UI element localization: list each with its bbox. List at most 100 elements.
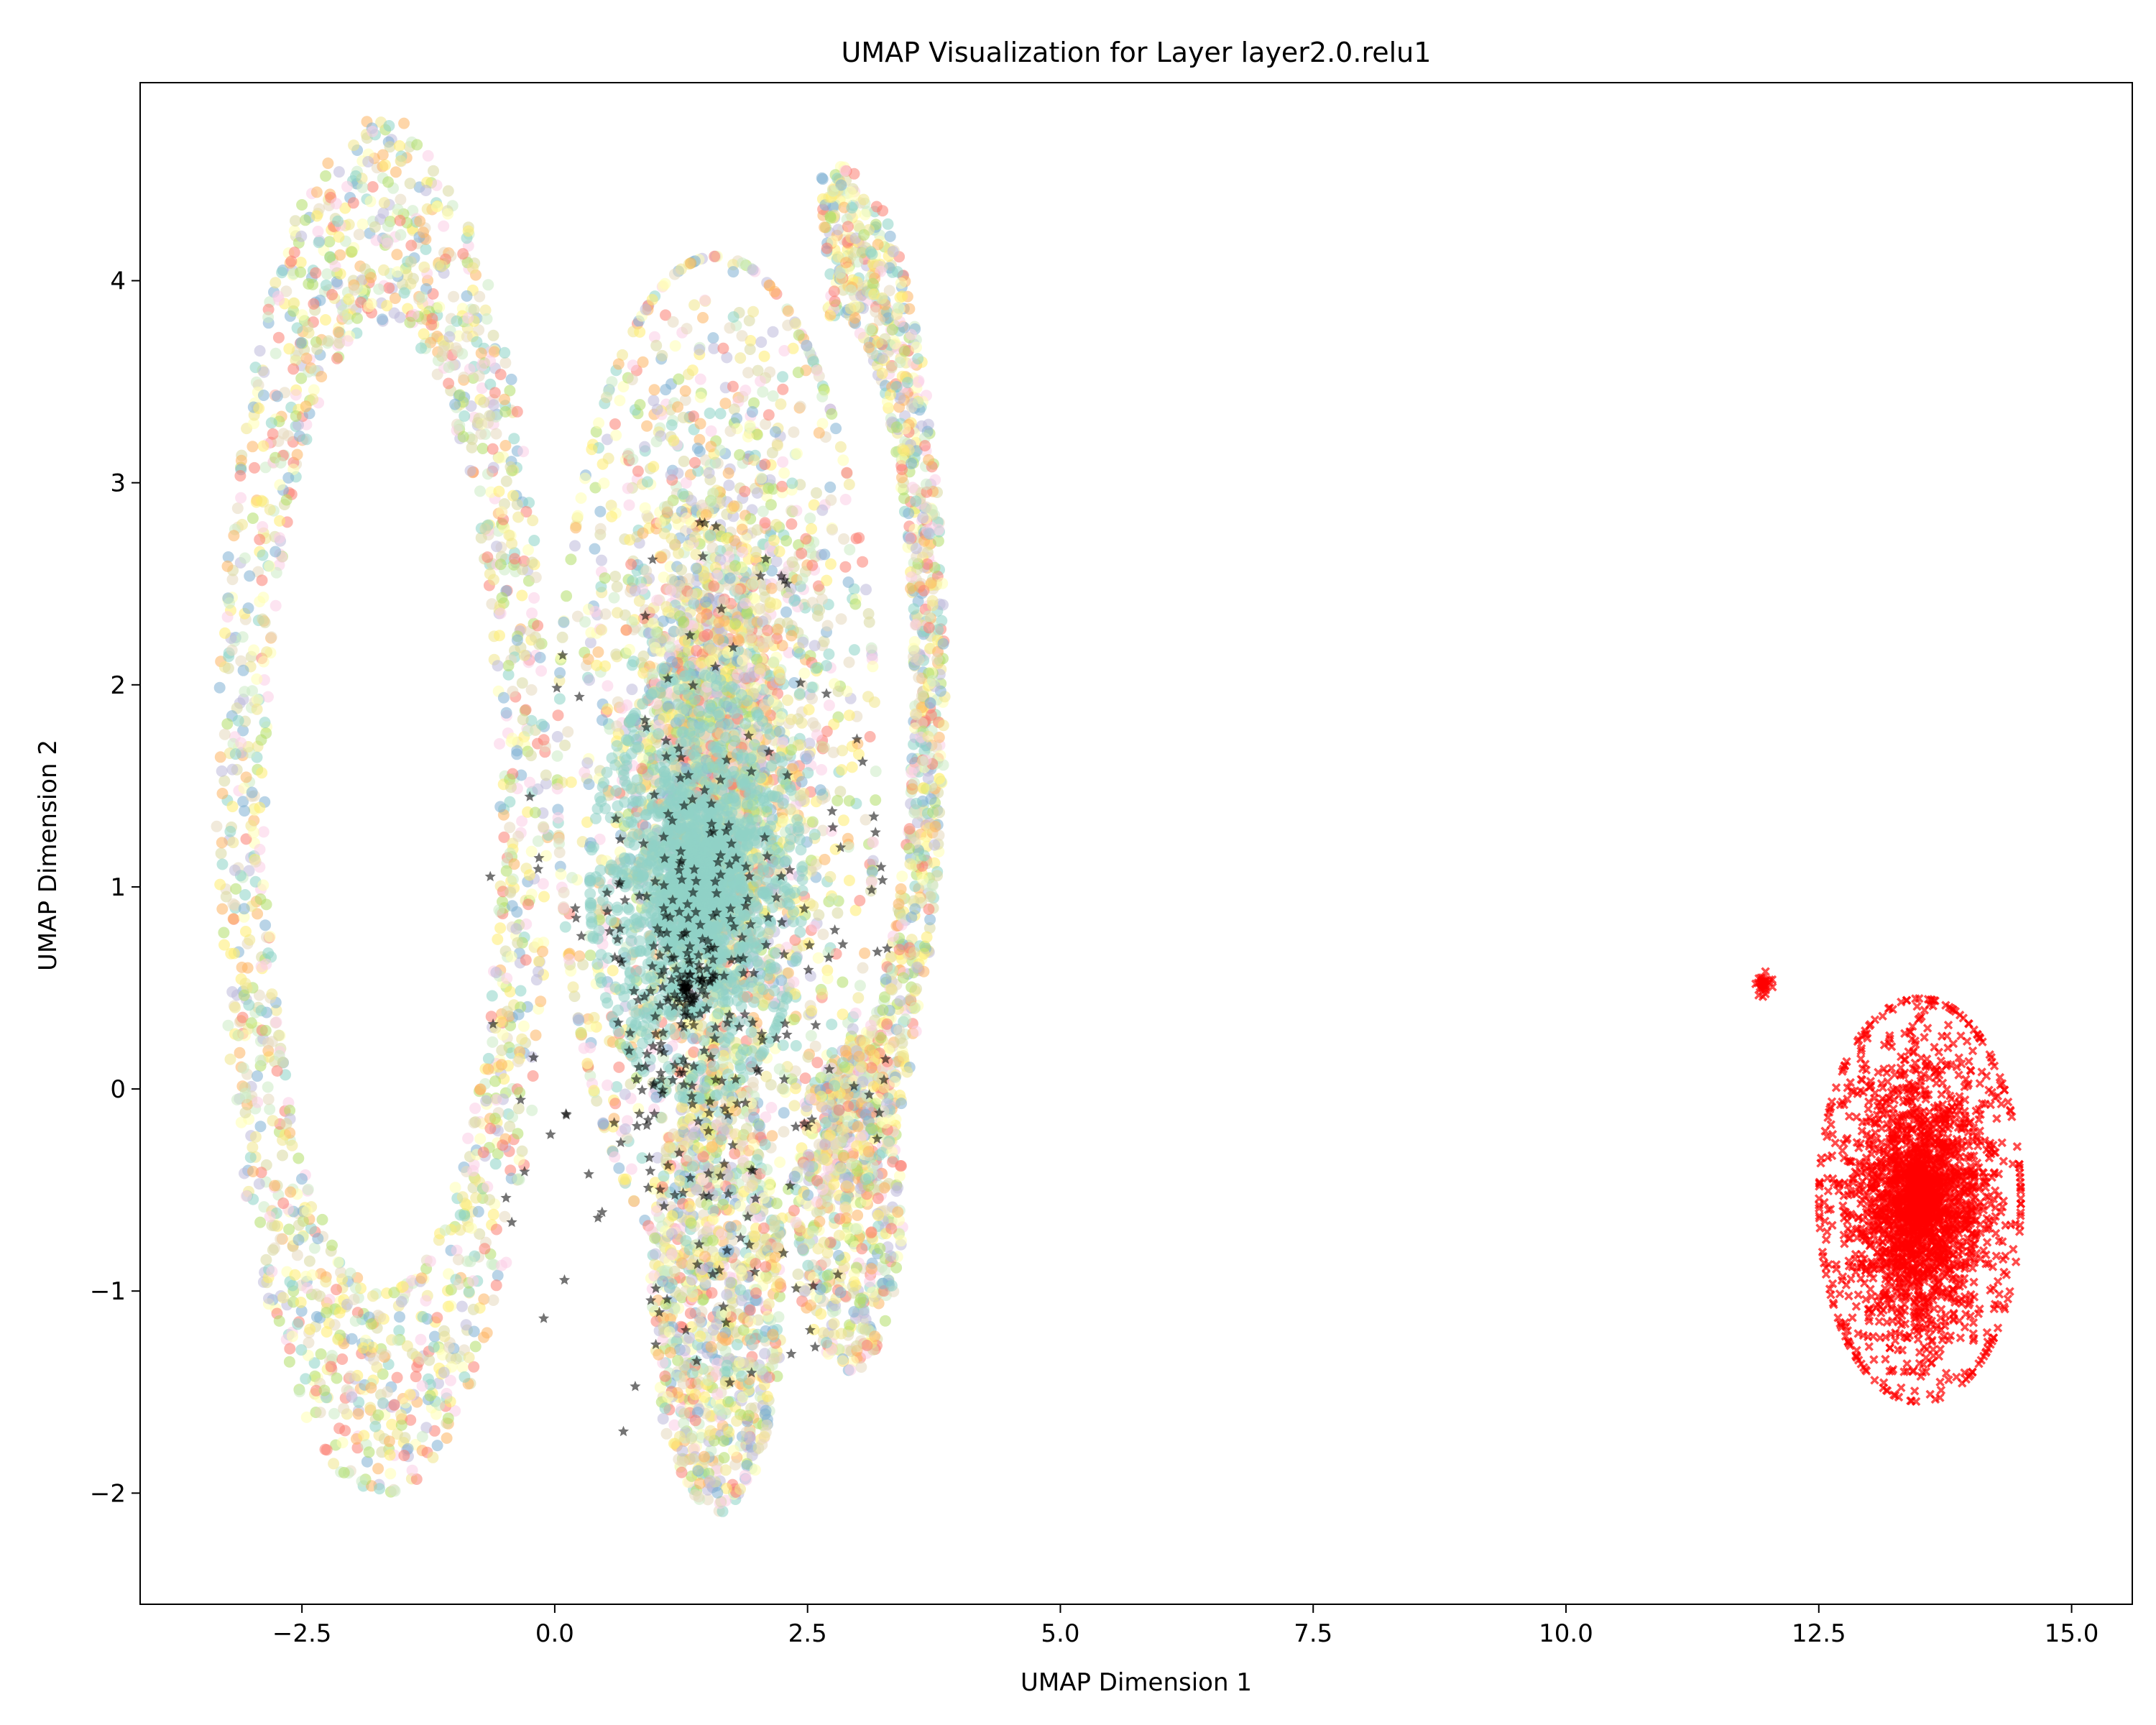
data-point — [694, 391, 706, 403]
data-point — [836, 764, 848, 776]
data-point — [487, 329, 499, 341]
data-point — [248, 827, 260, 839]
data-point — [482, 1181, 494, 1193]
data-point — [221, 560, 234, 572]
data-point — [293, 1386, 305, 1398]
data-point — [219, 627, 231, 639]
data-point — [520, 918, 533, 930]
data-point — [517, 1020, 530, 1032]
data-point — [494, 607, 507, 620]
data-point — [365, 1318, 377, 1330]
data-point — [677, 411, 689, 423]
data-point — [351, 312, 363, 324]
data-point — [378, 197, 390, 209]
data-point — [243, 999, 255, 1011]
data-point — [487, 1036, 499, 1048]
data-point — [320, 170, 332, 182]
data-point — [239, 552, 251, 564]
data-point — [348, 139, 360, 152]
data-point — [393, 1325, 405, 1337]
data-point — [364, 196, 377, 208]
data-point — [266, 1266, 278, 1278]
data-point — [503, 529, 515, 541]
data-point — [336, 1353, 349, 1365]
data-point — [257, 613, 269, 625]
data-point — [492, 660, 504, 672]
data-point — [323, 335, 335, 347]
data-point — [680, 477, 692, 489]
data-point — [491, 540, 502, 553]
data-point — [551, 750, 563, 762]
data-point — [383, 282, 395, 294]
data-point — [459, 1371, 471, 1383]
data-point — [469, 1340, 482, 1353]
data-point — [332, 1333, 344, 1346]
data-point — [442, 185, 454, 197]
data-point — [395, 1409, 407, 1421]
data-point — [465, 1222, 477, 1234]
data-point — [452, 1254, 464, 1266]
data-point — [528, 535, 540, 546]
data-point — [460, 1319, 472, 1331]
data-point — [222, 662, 234, 674]
data-point — [641, 476, 653, 488]
data-point — [227, 898, 239, 910]
data-point — [417, 1311, 429, 1323]
data-point — [361, 1455, 373, 1468]
data-point — [499, 346, 511, 359]
data-point — [438, 220, 450, 232]
data-point — [367, 126, 379, 137]
data-point — [509, 553, 521, 565]
data-point — [727, 311, 740, 323]
data-point — [731, 413, 743, 425]
data-point — [315, 371, 328, 382]
data-point — [538, 821, 549, 833]
data-point — [540, 769, 552, 781]
data-point — [341, 335, 354, 347]
data-point — [236, 631, 249, 643]
data-point — [764, 366, 776, 378]
data-point — [516, 677, 528, 689]
data-point — [613, 1162, 625, 1174]
data-point — [493, 904, 505, 916]
data-point — [265, 631, 277, 643]
data-point — [837, 1008, 849, 1021]
data-point — [867, 837, 879, 848]
data-point — [623, 499, 635, 511]
data-point — [424, 1255, 436, 1267]
data-point — [216, 788, 229, 799]
data-point — [538, 734, 550, 746]
data-point — [310, 267, 322, 279]
data-point — [637, 527, 649, 539]
data-point — [376, 313, 388, 326]
data-point — [456, 1300, 468, 1312]
data-point — [232, 1029, 244, 1041]
data-point — [476, 359, 488, 372]
data-point — [238, 989, 250, 1001]
data-point — [751, 487, 763, 499]
data-point — [216, 837, 228, 849]
data-point — [482, 1052, 494, 1064]
data-point — [501, 1006, 513, 1018]
data-point — [826, 408, 838, 420]
data-point — [656, 349, 668, 362]
data-point — [356, 218, 369, 230]
data-point — [308, 298, 320, 310]
data-point — [230, 883, 242, 895]
data-point — [226, 986, 239, 998]
data-point — [295, 266, 307, 278]
data-point — [512, 1103, 525, 1115]
data-point — [476, 443, 489, 454]
data-point — [228, 947, 240, 960]
data-point — [416, 291, 428, 303]
data-point — [456, 1361, 469, 1374]
data-point — [264, 504, 276, 516]
data-point — [488, 399, 499, 411]
data-point — [558, 886, 570, 898]
data-point — [511, 748, 523, 760]
data-point — [415, 1272, 428, 1284]
data-point — [310, 186, 323, 198]
data-point — [520, 954, 532, 966]
data-point — [487, 1208, 499, 1220]
data-point — [497, 1139, 509, 1151]
